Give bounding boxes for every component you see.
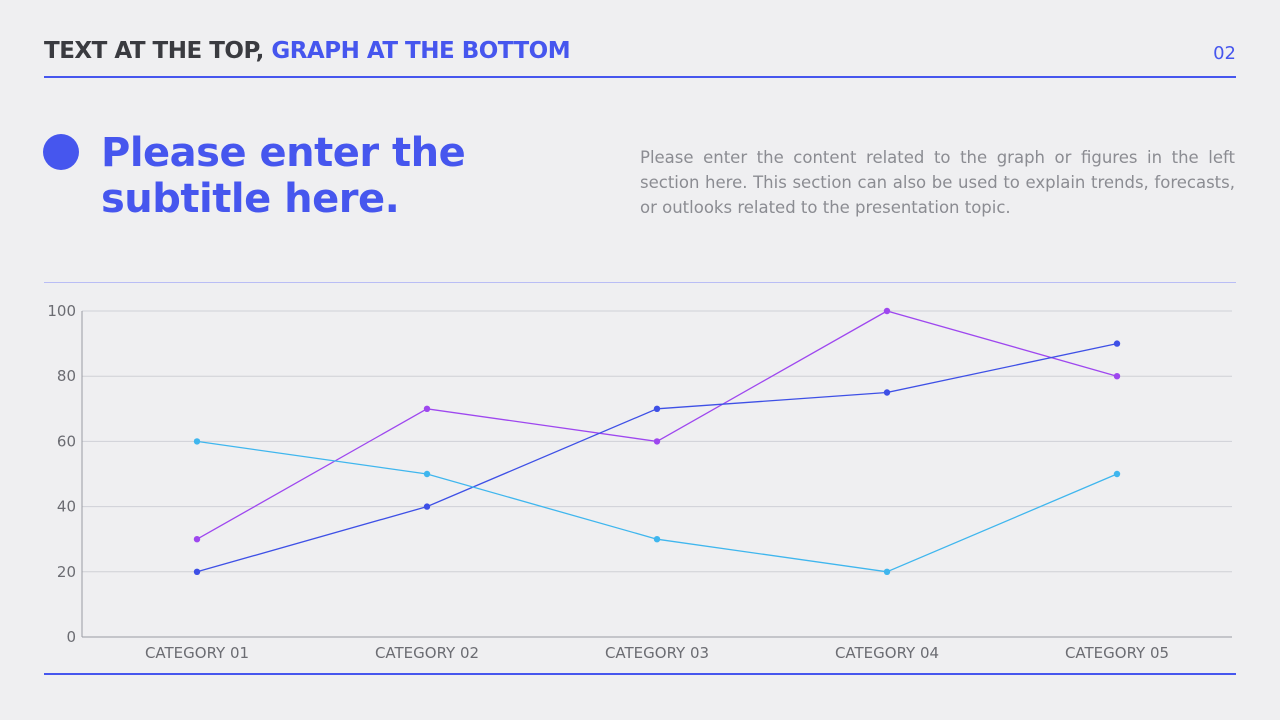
data-point [883,307,891,315]
title-part-dark: TEXT AT THE TOP, [44,38,272,64]
data-point [883,389,891,396]
data-point [423,470,431,478]
y-tick-label: 40 [57,498,76,516]
x-tick-label: CATEGORY 03 [605,644,709,662]
y-tick-label: 20 [57,563,76,581]
x-tick-label: CATEGORY 04 [835,644,939,662]
data-point [423,405,431,412]
subtitle: Please enter the subtitle here. [101,130,466,222]
page-number: 02 [1213,43,1236,64]
data-point [653,536,661,543]
bullet-dot-icon [43,134,79,170]
header: TEXT AT THE TOP, GRAPH AT THE BOTTOM 02 [44,38,1236,68]
data-point [883,568,891,575]
data-point [653,438,661,445]
description-text: Please enter the content related to the … [640,148,1235,217]
x-tick-label: CATEGORY 05 [1065,644,1169,662]
data-point [193,438,201,445]
data-point [1113,340,1121,347]
x-tick-label: CATEGORY 01 [145,644,249,662]
data-point [1113,470,1121,478]
data-point [193,536,201,543]
data-point [423,503,431,510]
x-tick-label: CATEGORY 02 [375,644,479,662]
data-point [193,568,201,575]
bottom-divider [44,673,1236,675]
top-divider [44,76,1236,78]
middle-divider [44,282,1236,283]
y-tick-label: 60 [57,432,76,450]
data-point [653,405,661,412]
page-title: TEXT AT THE TOP, GRAPH AT THE BOTTOM [44,38,571,64]
y-tick-label: 80 [57,367,76,385]
title-part-accent: GRAPH AT THE BOTTOM [271,38,571,64]
y-tick-label: 100 [47,302,76,320]
data-point [1113,373,1121,380]
series-line [196,310,1118,540]
y-tick-label: 0 [66,628,76,646]
